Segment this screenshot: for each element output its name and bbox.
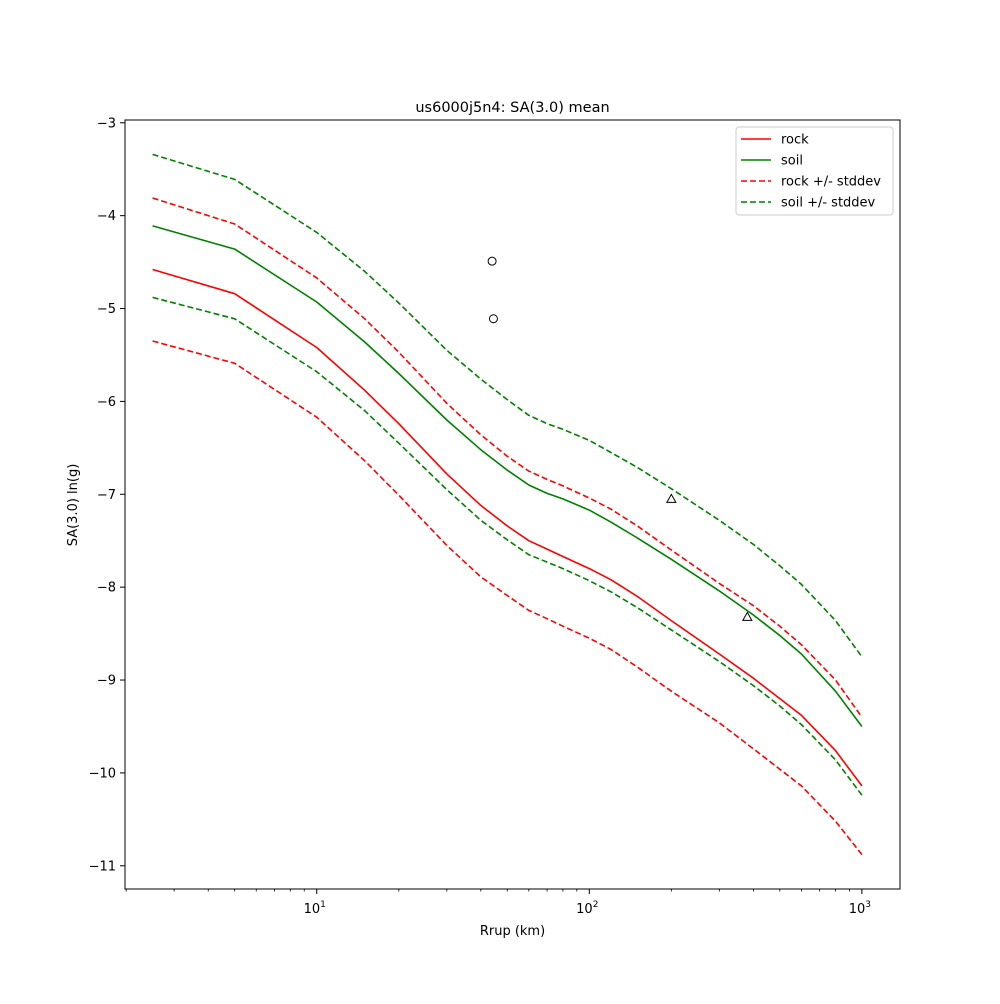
legend-label-3: rock +/- stddev [781, 175, 881, 190]
y-tick-label: −6 [97, 395, 116, 410]
legend-label-4: soil +/- stddev [781, 196, 876, 211]
series-line-5 [152, 153, 863, 658]
y-tick-label: −11 [89, 859, 116, 874]
series-line-3 [152, 197, 863, 718]
marker-circle-1 [487, 256, 497, 266]
series-line-2 [152, 225, 863, 727]
legend-label-1: rock [781, 133, 809, 148]
series-line-4 [152, 340, 863, 856]
x-tick-exponent: 2 [593, 900, 599, 910]
plot-area [152, 153, 863, 856]
y-axis-label: SA(3.0) ln(g) [66, 464, 81, 547]
y-tick-label: −9 [97, 674, 116, 689]
y-tick-label: −4 [97, 209, 116, 224]
x-tick-exponent: 1 [320, 900, 326, 910]
y-tick-label: −10 [89, 766, 116, 781]
y-tick-label: −3 [97, 116, 116, 131]
marker-triangle-3 [665, 493, 677, 503]
x-tick-exponent: 3 [865, 900, 871, 910]
y-tick-label: −7 [97, 488, 116, 503]
x-axis-label: Rrup (km) [480, 924, 545, 939]
y-tick-label: −8 [97, 581, 116, 596]
marker-triangle-4 [741, 611, 753, 621]
legend-box [735, 126, 894, 216]
series-line-1 [152, 268, 863, 787]
plot-frame [124, 119, 901, 890]
legend-label-2: soil [781, 154, 803, 169]
y-tick-label: −5 [97, 302, 116, 317]
marker-circle-2 [488, 314, 498, 324]
legend: rock soil rock +/- stddev soil +/- stddev [735, 126, 894, 216]
chart-title: us6000j5n4: SA(3.0) mean [415, 100, 609, 116]
series-line-6 [152, 296, 863, 796]
